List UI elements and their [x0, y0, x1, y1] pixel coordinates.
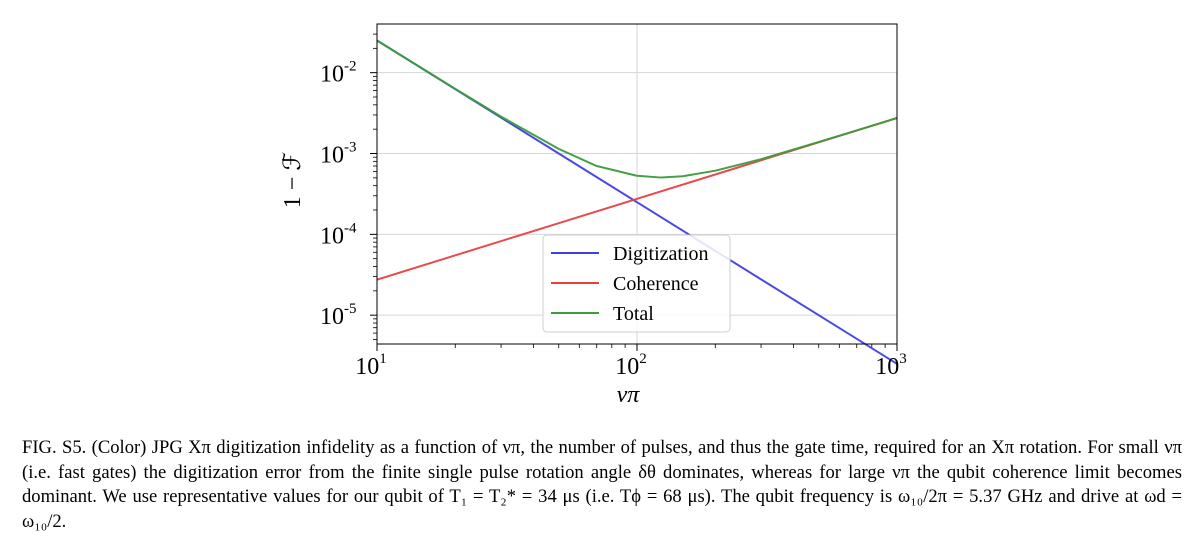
y-tick-label: 10-2 — [320, 59, 357, 88]
x-tick-label: 103 — [875, 351, 907, 380]
legend-label: Digitization — [613, 243, 709, 265]
x-tick-labels: 101 102 103 — [355, 344, 907, 380]
caption-text: FIG. S5. (Color) JPG Xπ digitization inf… — [22, 437, 1182, 532]
series-lines — [376, 39, 898, 365]
y-tick-label: 10-5 — [320, 301, 357, 330]
y-axis-label: 1 − ℱ — [280, 152, 306, 209]
figure-caption: FIG. S5. (Color) JPG Xπ digitization inf… — [22, 436, 1182, 534]
figure: 101 102 103 10-5 10-4 10-3 10-2 νπ 1 − ℱ Digi… — [280, 23, 907, 408]
legend-label: Coherence — [613, 273, 699, 295]
chart: 101 102 103 10-5 10-4 10-3 10-2 νπ 1 − ℱ Digi… — [280, 23, 907, 408]
series-line-total — [376, 39, 898, 179]
x-tick-label: 102 — [615, 351, 647, 380]
x-tick-label: 101 — [355, 351, 387, 380]
legend-label: Total — [613, 303, 654, 325]
y-tick-labels: 10-5 10-4 10-3 10-2 — [320, 59, 377, 330]
x-axis-label: νπ — [617, 382, 641, 408]
y-tick-label: 10-4 — [320, 220, 357, 249]
legend: Digitization Coherence Total — [542, 234, 731, 333]
legend-box — [542, 234, 731, 333]
y-tick-label: 10-3 — [320, 140, 357, 169]
minor-ticks — [373, 33, 886, 348]
